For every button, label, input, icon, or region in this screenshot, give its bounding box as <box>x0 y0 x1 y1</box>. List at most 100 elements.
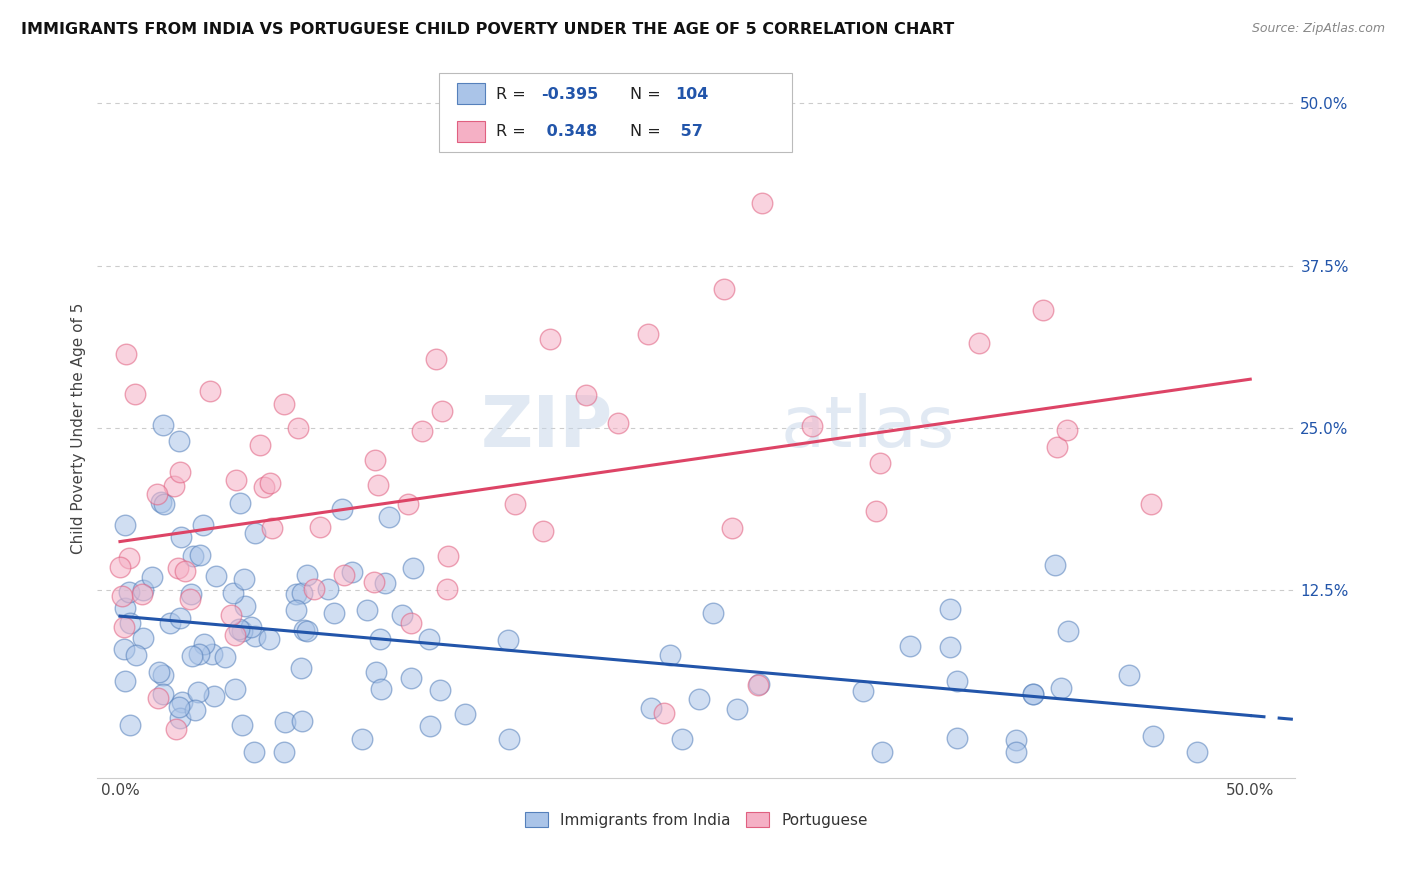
Point <box>132 583 155 598</box>
Point <box>180 648 202 663</box>
Point <box>245 525 267 540</box>
Point <box>1005 733 1028 747</box>
Point <box>702 606 724 620</box>
Point <box>141 570 163 584</box>
Point <box>308 520 330 534</box>
Point <box>399 671 422 685</box>
Point <box>249 438 271 452</box>
Point <box>333 568 356 582</box>
Point <box>330 501 353 516</box>
Point <box>233 599 256 613</box>
Text: N =: N = <box>630 124 666 139</box>
Point <box>112 642 135 657</box>
Text: atlas: atlas <box>780 393 955 462</box>
Point <box>297 624 319 639</box>
Point <box>496 632 519 647</box>
Point <box>179 591 201 606</box>
Point <box>169 465 191 479</box>
Point <box>118 585 141 599</box>
Point <box>115 347 138 361</box>
Point <box>214 649 236 664</box>
Point <box>898 640 921 654</box>
Point <box>939 640 962 655</box>
Point <box>108 560 131 574</box>
Text: -0.395: -0.395 <box>541 87 599 102</box>
Point <box>869 456 891 470</box>
Point <box>285 587 308 601</box>
Point <box>800 419 823 434</box>
Point <box>259 476 281 491</box>
Point <box>114 517 136 532</box>
Point <box>243 629 266 643</box>
Point <box>342 565 364 579</box>
Text: R =: R = <box>496 124 531 139</box>
Point <box>1142 729 1164 743</box>
Point <box>200 648 222 662</box>
Point <box>713 282 735 296</box>
Point <box>370 682 392 697</box>
Point <box>1057 624 1080 638</box>
Point <box>229 496 252 510</box>
Point <box>316 582 339 596</box>
Point <box>233 572 256 586</box>
Point <box>946 673 969 688</box>
Point <box>671 731 693 746</box>
Point <box>150 495 173 509</box>
Point <box>1043 558 1066 573</box>
Point <box>454 707 477 722</box>
Point <box>747 678 769 692</box>
Point <box>658 648 681 662</box>
Point <box>221 586 243 600</box>
Point <box>606 416 628 430</box>
Point <box>291 714 314 729</box>
Point <box>167 434 190 448</box>
Point <box>221 607 243 622</box>
Point <box>152 417 174 432</box>
Point <box>224 628 246 642</box>
Point <box>748 676 770 690</box>
Point <box>1022 687 1045 701</box>
Y-axis label: Child Poverty Under the Age of 5: Child Poverty Under the Age of 5 <box>72 302 86 554</box>
Point <box>114 674 136 689</box>
Point <box>132 632 155 646</box>
Point <box>378 509 401 524</box>
Point <box>374 576 396 591</box>
Point <box>148 665 170 679</box>
Point <box>1005 745 1028 759</box>
Point <box>153 497 176 511</box>
Point <box>273 745 295 759</box>
Point <box>870 745 893 759</box>
Point <box>131 586 153 600</box>
Point <box>363 575 385 590</box>
Point <box>396 497 419 511</box>
Point <box>531 524 554 538</box>
Point <box>112 620 135 634</box>
Point <box>1022 687 1045 701</box>
Point <box>287 421 309 435</box>
Point <box>172 695 194 709</box>
Point <box>273 714 295 729</box>
Point <box>967 336 990 351</box>
Point <box>273 397 295 411</box>
Point <box>946 731 969 745</box>
Point <box>725 702 748 716</box>
Point <box>111 589 134 603</box>
Point <box>391 607 413 622</box>
Point <box>173 564 195 578</box>
Point <box>243 745 266 759</box>
Point <box>152 688 174 702</box>
Point <box>418 632 440 647</box>
Point <box>239 620 262 634</box>
Point <box>198 384 221 398</box>
Point <box>191 517 214 532</box>
Point <box>114 601 136 615</box>
Point <box>852 683 875 698</box>
Point <box>402 561 425 575</box>
Point <box>170 531 193 545</box>
Text: 0.348: 0.348 <box>541 124 598 139</box>
Point <box>231 717 253 731</box>
Text: R =: R = <box>496 87 531 102</box>
Point <box>262 521 284 535</box>
Text: ZIP: ZIP <box>481 393 613 462</box>
Point <box>1140 497 1163 511</box>
